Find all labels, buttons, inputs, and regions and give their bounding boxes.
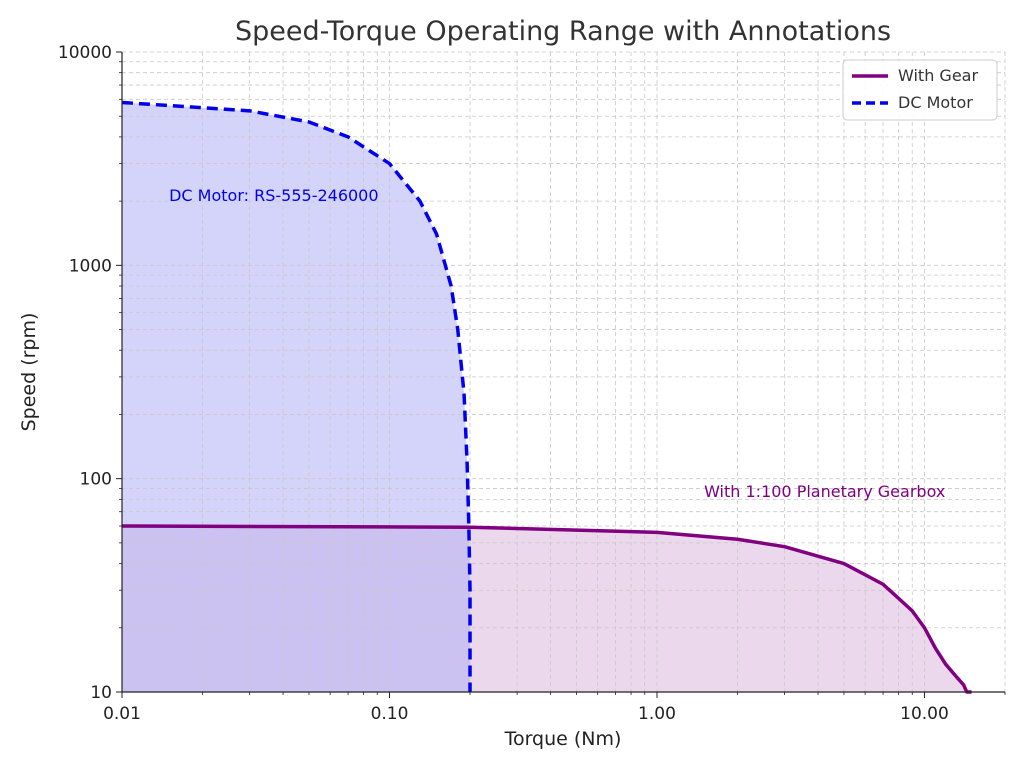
legend: With Gear DC Motor xyxy=(842,59,998,121)
series-line-with-gear xyxy=(121,524,972,694)
legend-label-with-gear: With Gear xyxy=(898,66,978,85)
series-fills xyxy=(122,102,972,693)
axis-ticks: 0.01 0.10 1.00 10.00 10 100 1000 10000 xyxy=(58,43,1006,724)
series-fill-dc-motor xyxy=(122,102,471,693)
series-line-dc-motor xyxy=(121,100,472,692)
chart-title: Speed-Torque Operating Range with Annota… xyxy=(235,16,891,47)
annotation-0: DC Motor: RS-555-246000 xyxy=(169,186,378,205)
x-tick-label: 10.00 xyxy=(900,704,949,724)
y-tick-label: 1000 xyxy=(69,256,112,276)
series-lines xyxy=(121,100,972,694)
annotation-1: With 1:100 Planetary Gearbox xyxy=(704,482,945,501)
x-tick-label: 1.00 xyxy=(638,704,676,724)
y-tick-label: 100 xyxy=(80,470,112,490)
axes xyxy=(121,52,1005,693)
y-axis-label: Speed (rpm) xyxy=(18,313,40,432)
x-axis-label: Torque (Nm) xyxy=(504,728,622,750)
legend-label-dc-motor: DC Motor xyxy=(898,93,973,112)
annotations: DC Motor: RS-555-246000 With 1:100 Planet… xyxy=(169,186,945,501)
x-tick-label: 0.10 xyxy=(371,704,409,724)
x-tick-label: 0.01 xyxy=(103,704,141,724)
y-tick-label: 10000 xyxy=(58,43,112,63)
y-tick-label: 10 xyxy=(90,683,112,703)
